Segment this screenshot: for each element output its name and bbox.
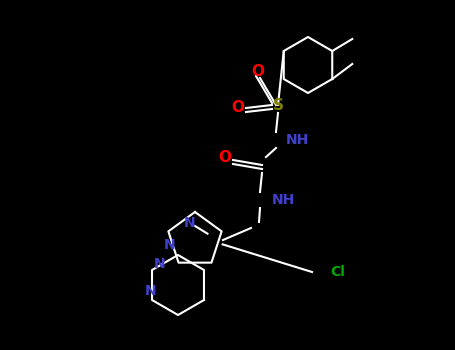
Text: O: O [252, 64, 264, 79]
Text: NH: NH [272, 193, 295, 207]
Text: O: O [218, 150, 232, 166]
Text: N: N [184, 216, 196, 230]
Text: O: O [232, 100, 244, 116]
Text: N: N [164, 238, 176, 252]
Text: Cl: Cl [330, 265, 345, 279]
Text: N: N [154, 257, 166, 271]
Text: S: S [273, 98, 283, 112]
Text: NH: NH [286, 133, 309, 147]
Text: N: N [145, 284, 157, 298]
